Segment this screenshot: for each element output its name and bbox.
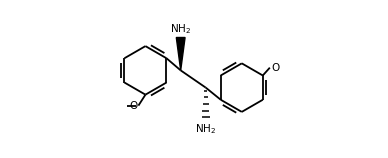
Text: O: O (129, 101, 137, 111)
Text: NH$_2$: NH$_2$ (195, 122, 217, 136)
Polygon shape (176, 37, 185, 70)
Text: O: O (271, 63, 279, 73)
Text: NH$_2$: NH$_2$ (170, 22, 191, 36)
